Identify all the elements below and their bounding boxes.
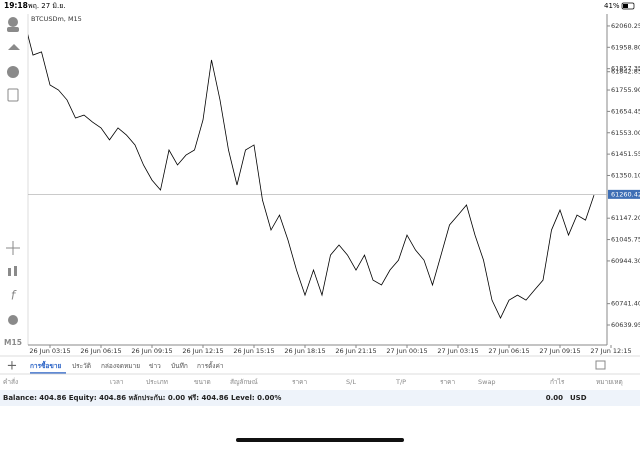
- home-indicator: [236, 438, 404, 442]
- y-tick-label: 61045.75: [611, 236, 640, 244]
- x-tick-label: 27 Jun 06:15: [488, 347, 529, 355]
- currency: USD: [570, 394, 587, 402]
- chat-icon[interactable]: [7, 66, 19, 78]
- y-tick-label: 61842.85: [611, 68, 640, 76]
- status-date: พฤ. 27 มิ.ย.: [28, 2, 66, 10]
- status-battery: 41%: [604, 2, 620, 10]
- y-tick-label: 61147.20: [611, 214, 640, 222]
- x-tick-label: 26 Jun 06:15: [80, 347, 121, 355]
- x-tick-label: 27 Jun 03:15: [437, 347, 478, 355]
- column-header: S/L: [346, 378, 356, 386]
- candles-icon[interactable]: [8, 268, 11, 276]
- y-tick-label: 60741.40: [611, 300, 640, 308]
- x-tick-label: 27 Jun 09:15: [539, 347, 580, 355]
- y-tick-label: 61350.10: [611, 171, 640, 179]
- y-tick-label: 61958.80: [611, 43, 640, 51]
- profit: 0.00: [546, 394, 563, 402]
- x-tick-label: 26 Jun 15:15: [233, 347, 274, 355]
- tab[interactable]: การตั้งค่า: [197, 361, 224, 370]
- x-tick-label: 26 Jun 12:15: [182, 347, 223, 355]
- tab[interactable]: ประวัติ: [72, 362, 91, 370]
- tab[interactable]: บันทึก: [171, 362, 188, 370]
- column-header: ประเภท: [146, 378, 168, 386]
- battery-level: [623, 4, 628, 8]
- x-tick-label: 27 Jun 12:15: [590, 347, 631, 355]
- account-icon-body: [7, 27, 19, 32]
- tab[interactable]: การซื้อขาย: [30, 360, 61, 370]
- x-tick-label: 27 Jun 00:15: [386, 347, 427, 355]
- x-tick-label: 26 Jun 18:15: [284, 347, 325, 355]
- x-tick-label: 26 Jun 03:15: [29, 347, 70, 355]
- column-header: T/P: [395, 378, 406, 386]
- status-time: 19:18: [4, 1, 28, 10]
- y-tick-label: 61553.00: [611, 129, 640, 137]
- column-header: หมายเหตุ: [596, 378, 623, 386]
- chart-title: BTCUSDm, M15: [31, 15, 82, 23]
- column-header: สัญลักษณ์: [230, 378, 258, 386]
- tab[interactable]: ข่าว: [149, 362, 161, 370]
- x-tick-label: 26 Jun 09:15: [131, 347, 172, 355]
- objects-icon[interactable]: [8, 315, 18, 325]
- candles-icon-2: [14, 266, 17, 276]
- account-icon[interactable]: [8, 17, 18, 27]
- column-header: ราคา: [440, 378, 455, 386]
- timeframe[interactable]: M15: [4, 338, 22, 347]
- y-tick-label: 60639.95: [611, 321, 640, 329]
- y-tick-label: 60944.30: [611, 257, 640, 265]
- column-header: เวลา: [110, 378, 124, 386]
- current-price-label: 61260.42: [611, 190, 640, 198]
- y-tick-label: 62060.25: [611, 22, 640, 30]
- balance-text: Balance: 404.86 Equity: 404.86 หลักประกั…: [3, 394, 281, 402]
- y-tick-label: 61755.90: [611, 86, 640, 94]
- column-header: กำไร: [550, 378, 565, 386]
- column-header: คำสั่ง: [3, 377, 18, 386]
- column-header: Swap: [478, 378, 496, 386]
- y-tick-label: 61451.55: [611, 150, 640, 158]
- y-tick-label: 61654.45: [611, 107, 640, 115]
- column-header: ขนาด: [194, 378, 211, 386]
- add-button[interactable]: +: [7, 359, 18, 374]
- x-tick-label: 26 Jun 21:15: [335, 347, 376, 355]
- column-header: ราคา: [292, 378, 307, 386]
- tab[interactable]: กล่องจดหมาย: [101, 362, 140, 370]
